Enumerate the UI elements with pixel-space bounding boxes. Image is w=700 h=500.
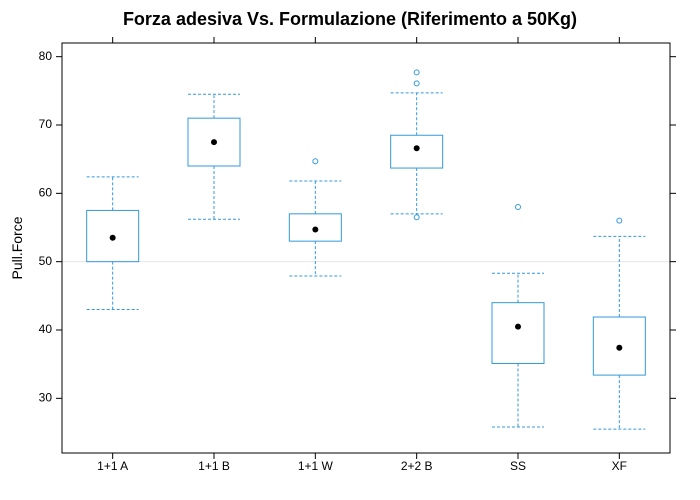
- plot-frame: [61, 42, 671, 454]
- median-dot: [109, 234, 116, 241]
- box-group: [491, 204, 545, 428]
- outlier-point: [413, 214, 420, 221]
- y-tick-label: 40: [39, 322, 53, 336]
- y-tick-label: 70: [39, 117, 53, 131]
- iqr-box: [592, 316, 646, 376]
- y-tick-label: 60: [39, 186, 53, 200]
- y-tick-label: 30: [39, 391, 53, 405]
- y-tick-label: 80: [39, 49, 53, 63]
- outlier-point: [413, 80, 420, 87]
- x-tick-label: 1+1 W: [298, 459, 334, 473]
- iqr-box: [187, 117, 241, 167]
- iqr-box: [288, 213, 342, 242]
- x-tick-label: 1+1 A: [97, 459, 128, 473]
- box-group: [86, 176, 140, 310]
- median-dot: [211, 139, 217, 146]
- x-axis: 1+1 A 1+1 B 1+1 W 2+2 B SS XF: [97, 37, 627, 473]
- outlier-point: [312, 158, 319, 165]
- x-tick-label: SS: [510, 459, 526, 473]
- box-group: [592, 217, 646, 430]
- chart-title: Forza adesiva Vs. Formulazione (Riferime…: [123, 9, 577, 29]
- outlier-point: [413, 69, 420, 76]
- median-dot: [413, 145, 420, 152]
- iqr-box: [390, 134, 444, 169]
- y-axis-label: Pull.Force: [9, 216, 25, 279]
- x-tick-label: 1+1 B: [198, 459, 230, 473]
- x-tick-label: XF: [612, 459, 627, 473]
- median-dot: [515, 323, 521, 330]
- median-dot: [312, 226, 319, 233]
- iqr-box: [491, 302, 545, 364]
- iqr-box: [86, 209, 140, 263]
- y-axis: 30 40 50 60 70 80: [39, 49, 676, 405]
- boxes-layer: [86, 69, 646, 430]
- outlier-point: [616, 217, 623, 224]
- median-dot: [616, 344, 623, 351]
- box-group: [187, 93, 241, 220]
- box-group: [390, 69, 444, 221]
- x-tick-label: 2+2 B: [401, 459, 433, 473]
- outlier-point: [515, 204, 521, 210]
- y-tick-label: 50: [39, 254, 53, 268]
- box-group: [288, 158, 342, 277]
